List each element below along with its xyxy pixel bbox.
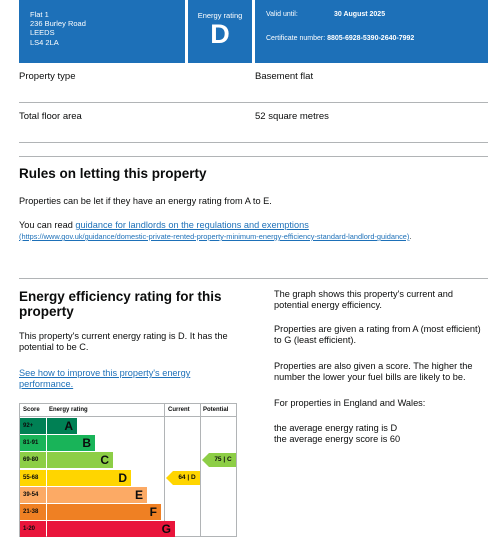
certificate-number-label: Certificate number:	[266, 35, 326, 42]
landlord-guidance-link[interactable]: guidance for landlords on the regulation…	[75, 220, 309, 230]
energy-rating-label: Energy rating	[197, 11, 243, 20]
band-score-c: 69-80	[20, 452, 46, 469]
band-letter-e: E	[134, 487, 143, 502]
average-rating-text: the average energy rating is D the avera…	[274, 423, 401, 444]
band-score-b: 81-91	[20, 435, 46, 452]
band-letter-c: C	[100, 453, 109, 468]
url-suffix: .	[409, 232, 412, 241]
current-rating-pointer-label: 64 | D	[178, 473, 196, 481]
band-bar-d: D	[47, 469, 131, 486]
address-line: LS4 2LA	[30, 37, 59, 47]
band-bar-f: F	[47, 504, 161, 520]
current-column-header: Current	[168, 407, 190, 413]
rules-heading: Rules on letting this property	[19, 166, 207, 181]
band-bar-e: E	[47, 486, 147, 503]
band-letter-d: D	[118, 470, 127, 485]
certificate-number-value: 8805-6928-5390-2640-7992	[327, 35, 415, 42]
section-divider	[19, 278, 488, 279]
band-letter-f: F	[149, 505, 157, 519]
energy-rating-block: Energy rating D	[188, 0, 252, 63]
graph-explanation: The graph shows this property's current …	[274, 289, 453, 310]
potential-column-header: Potential	[203, 407, 229, 413]
energy-rating-letter: D	[210, 19, 230, 49]
potential-rating-pointer-label: 75 | C	[214, 456, 232, 464]
rating-explanation: Properties are given a rating from A (mo…	[274, 324, 481, 345]
address-line: LEEDS	[30, 28, 55, 38]
efficiency-heading: Energy efficiency rating for this proper…	[19, 289, 222, 319]
summary-row-property-type: Property type Basement flat	[19, 63, 488, 103]
address-line: 236 Burley Road	[30, 19, 86, 29]
address-line: Flat 1	[30, 10, 49, 19]
rules-guidance-prefix: You can read	[19, 220, 76, 230]
property-type-value: Basement flat	[255, 71, 314, 82]
improve-performance-link[interactable]: See how to improve this property's energ…	[19, 368, 191, 389]
energy-rating-chart: Score Energy rating Current Potential 92…	[19, 403, 237, 538]
band-letter-g: G	[161, 522, 171, 537]
column-divider	[200, 404, 201, 536]
rules-para: Properties can be let if they have an en…	[19, 196, 272, 206]
section-divider	[19, 156, 488, 157]
band-bar-b: B	[47, 435, 95, 452]
floor-area-label: Total floor area	[19, 111, 82, 122]
valid-until-value: 30 August 2025	[334, 11, 386, 18]
band-score-f: 21-38	[20, 504, 46, 520]
rating-column-header: Energy rating	[49, 407, 88, 413]
improve-link-para: See how to improve this property's energ…	[19, 368, 229, 390]
certificate-block: Valid until: 30 August 2025 Certificate …	[255, 0, 488, 63]
rules-guidance-para: You can read guidance for landlords on t…	[19, 220, 474, 231]
band-bar-a: A	[47, 418, 77, 434]
property-type-label: Property type	[19, 71, 76, 82]
valid-until-label: Valid until:	[266, 11, 298, 18]
potential-rating-pointer: 75 | C	[202, 453, 236, 468]
band-score-g: 1-20	[20, 521, 46, 538]
score-column-header: Score	[23, 407, 40, 413]
address-block: Flat 1 236 Burley Road LEEDS LS4 2LA	[19, 0, 185, 63]
floor-area-value: 52 square metres	[255, 111, 329, 122]
efficiency-para: This property's current energy rating is…	[19, 331, 228, 352]
certificate-header: Flat 1 236 Burley Road LEEDS LS4 2LA Ene…	[19, 0, 488, 63]
guidance-url-para: (https://www.gov.uk/guidance/domestic-pr…	[19, 232, 459, 242]
header-divider	[20, 416, 236, 417]
band-letter-a: A	[64, 419, 73, 433]
column-divider	[164, 404, 165, 536]
band-bar-g: G	[47, 521, 175, 538]
band-score-e: 39-54	[20, 486, 46, 503]
current-rating-pointer: 64 | D	[166, 470, 200, 485]
england-wales-label: For properties in England and Wales:	[274, 398, 426, 408]
band-bar-c: C	[47, 452, 113, 469]
band-score-a: 92+	[20, 418, 46, 434]
band-score-d: 55-68	[20, 469, 46, 486]
score-explanation: Properties are also given a score. The h…	[274, 361, 473, 382]
guidance-url-link[interactable]: (https://www.gov.uk/guidance/domestic-pr…	[19, 232, 410, 241]
band-letter-b: B	[82, 436, 91, 451]
summary-row-floor-area: Total floor area 52 square metres	[19, 103, 488, 143]
